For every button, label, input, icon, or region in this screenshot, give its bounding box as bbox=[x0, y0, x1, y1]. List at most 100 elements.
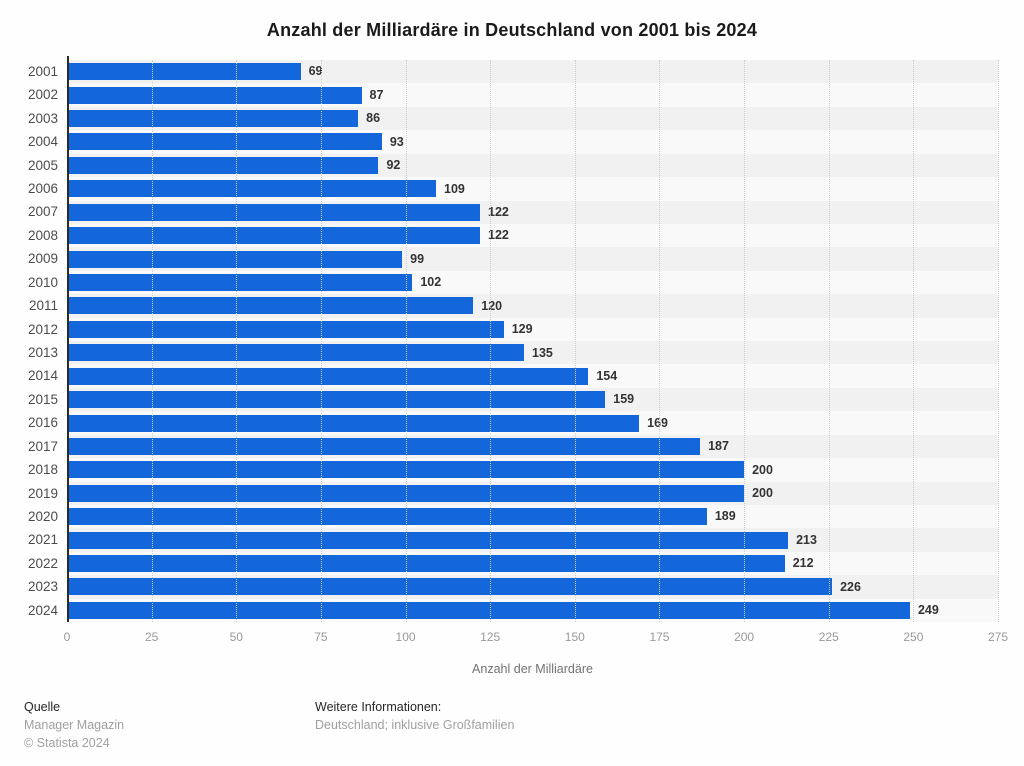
chart-rows: 2001 69 2002 87 2003 86 2004 93 2005 92 2006 109 200… bbox=[28, 60, 998, 623]
bar bbox=[67, 110, 359, 128]
bar-value-label: 200 bbox=[752, 462, 773, 477]
year-label: 2017 bbox=[27, 438, 58, 454]
chart-row: 2012 129 bbox=[28, 317, 998, 342]
bar bbox=[67, 274, 413, 291]
year-label: 2015 bbox=[27, 391, 58, 407]
bar bbox=[67, 250, 403, 268]
x-tick-label: 200 bbox=[734, 630, 755, 644]
chart-row: 2006 109 bbox=[28, 177, 998, 201]
chart-row: 2013 135 bbox=[28, 341, 998, 365]
x-tick-label: 100 bbox=[395, 630, 416, 644]
chart-row: 2019 200 bbox=[28, 481, 998, 506]
year-label: 2013 bbox=[27, 345, 58, 361]
bar bbox=[67, 227, 481, 245]
bar bbox=[67, 437, 701, 455]
bar-chart: 2001 69 2002 87 2003 86 2004 93 2005 92 2006 109 200… bbox=[0, 56, 1024, 676]
year-label: 2009 bbox=[27, 251, 58, 267]
x-axis-ticks: 0 25 50 75 100 125 150 175 200 225 250 275 bbox=[63, 622, 1008, 650]
year-label: 2016 bbox=[27, 415, 58, 431]
bar bbox=[67, 367, 589, 385]
bar-value-label: 120 bbox=[481, 298, 503, 313]
bar-value-label: 87 bbox=[369, 87, 384, 102]
bar bbox=[67, 133, 382, 151]
x-tick-label: 125 bbox=[480, 630, 501, 644]
x-tick-label: 250 bbox=[903, 630, 924, 644]
year-label: 2018 bbox=[27, 462, 58, 478]
bar-value-label: 109 bbox=[444, 181, 465, 196]
bar bbox=[67, 578, 833, 596]
bar-value-label: 135 bbox=[532, 345, 553, 360]
bar bbox=[67, 484, 745, 502]
bar-value-label: 213 bbox=[796, 532, 817, 547]
year-label: 2012 bbox=[27, 321, 58, 337]
chart-footer: Quelle Manager Magazin © Statista 2024 W… bbox=[24, 698, 875, 752]
bar bbox=[67, 86, 362, 104]
chart-row: 2022 212 bbox=[28, 551, 998, 576]
chart-row: 2023 226 bbox=[28, 575, 998, 599]
year-label: 2014 bbox=[27, 368, 58, 384]
chart-row: 2017 187 bbox=[28, 434, 998, 459]
info-label: Weitere Informationen: bbox=[315, 700, 442, 714]
bar bbox=[67, 414, 640, 432]
year-label: 2010 bbox=[27, 274, 58, 290]
chart-row: 2018 200 bbox=[28, 458, 998, 482]
bar bbox=[67, 601, 910, 619]
bar-value-label: 200 bbox=[752, 486, 773, 501]
x-axis-label: Anzahl der Milliardäre bbox=[472, 662, 593, 676]
x-tick-label: 25 bbox=[144, 630, 159, 644]
bar bbox=[67, 63, 301, 81]
info-value: Deutschland; inklusive Großfamilien bbox=[315, 718, 515, 732]
chart-row: 2010 102 bbox=[28, 270, 998, 295]
bar-value-label: 129 bbox=[511, 322, 533, 337]
bar-value-label: 92 bbox=[386, 158, 401, 173]
bar-value-label: 69 bbox=[308, 64, 323, 79]
bar bbox=[67, 156, 379, 174]
x-tick-label: 225 bbox=[818, 630, 839, 644]
source-block: Quelle Manager Magazin © Statista 2024 bbox=[24, 698, 315, 752]
plot-area: 2001 69 2002 87 2003 86 2004 93 2005 92 2006 109 200… bbox=[28, 56, 999, 623]
year-label: 2005 bbox=[27, 157, 58, 173]
chart-row: 2015 159 bbox=[28, 387, 998, 412]
year-label: 2019 bbox=[27, 485, 58, 501]
year-label: 2024 bbox=[27, 602, 58, 618]
year-label: 2023 bbox=[27, 579, 58, 595]
chart-row: 2024 249 bbox=[28, 598, 998, 623]
x-tick-label: 275 bbox=[987, 630, 1009, 644]
x-tick-label: 75 bbox=[314, 630, 328, 644]
year-label: 2004 bbox=[27, 134, 58, 150]
bar-value-label: 122 bbox=[488, 204, 509, 219]
bar bbox=[67, 320, 504, 338]
bar bbox=[67, 180, 436, 198]
year-label: 2020 bbox=[27, 508, 58, 524]
bar-value-label: 187 bbox=[708, 439, 729, 454]
chart-row: 2011 120 bbox=[29, 294, 998, 318]
chart-row: 2004 93 bbox=[28, 130, 998, 154]
x-tick-label: 0 bbox=[63, 630, 71, 644]
bar bbox=[67, 297, 474, 315]
bar bbox=[67, 391, 606, 409]
bar-value-label: 86 bbox=[366, 111, 381, 126]
bar-value-label: 249 bbox=[917, 603, 939, 618]
year-label: 2011 bbox=[28, 298, 58, 314]
bar-value-label: 159 bbox=[613, 392, 635, 407]
chart-row: 2005 92 bbox=[28, 153, 998, 178]
year-label: 2008 bbox=[27, 227, 58, 243]
y-axis-line bbox=[67, 56, 69, 622]
bar bbox=[67, 461, 745, 479]
bar-value-label: 212 bbox=[792, 556, 814, 571]
info-block: Weitere Informationen: Deutschland; inkl… bbox=[315, 698, 875, 752]
gridline bbox=[998, 60, 999, 622]
bar bbox=[67, 344, 525, 362]
year-label: 2001 bbox=[27, 63, 58, 79]
chart-title: Anzahl der Milliardäre in Deutschland vo… bbox=[266, 20, 758, 40]
bar bbox=[67, 531, 789, 549]
copyright-text: © Statista 2024 bbox=[24, 736, 110, 750]
x-tick-label: 50 bbox=[229, 630, 243, 644]
bar-value-label: 154 bbox=[596, 368, 618, 383]
bar-value-label: 102 bbox=[420, 275, 442, 290]
bar-value-label: 122 bbox=[488, 228, 509, 243]
year-label: 2022 bbox=[27, 555, 58, 571]
bar-value-label: 169 bbox=[647, 415, 668, 430]
chart-row: 2008 122 bbox=[28, 223, 998, 248]
